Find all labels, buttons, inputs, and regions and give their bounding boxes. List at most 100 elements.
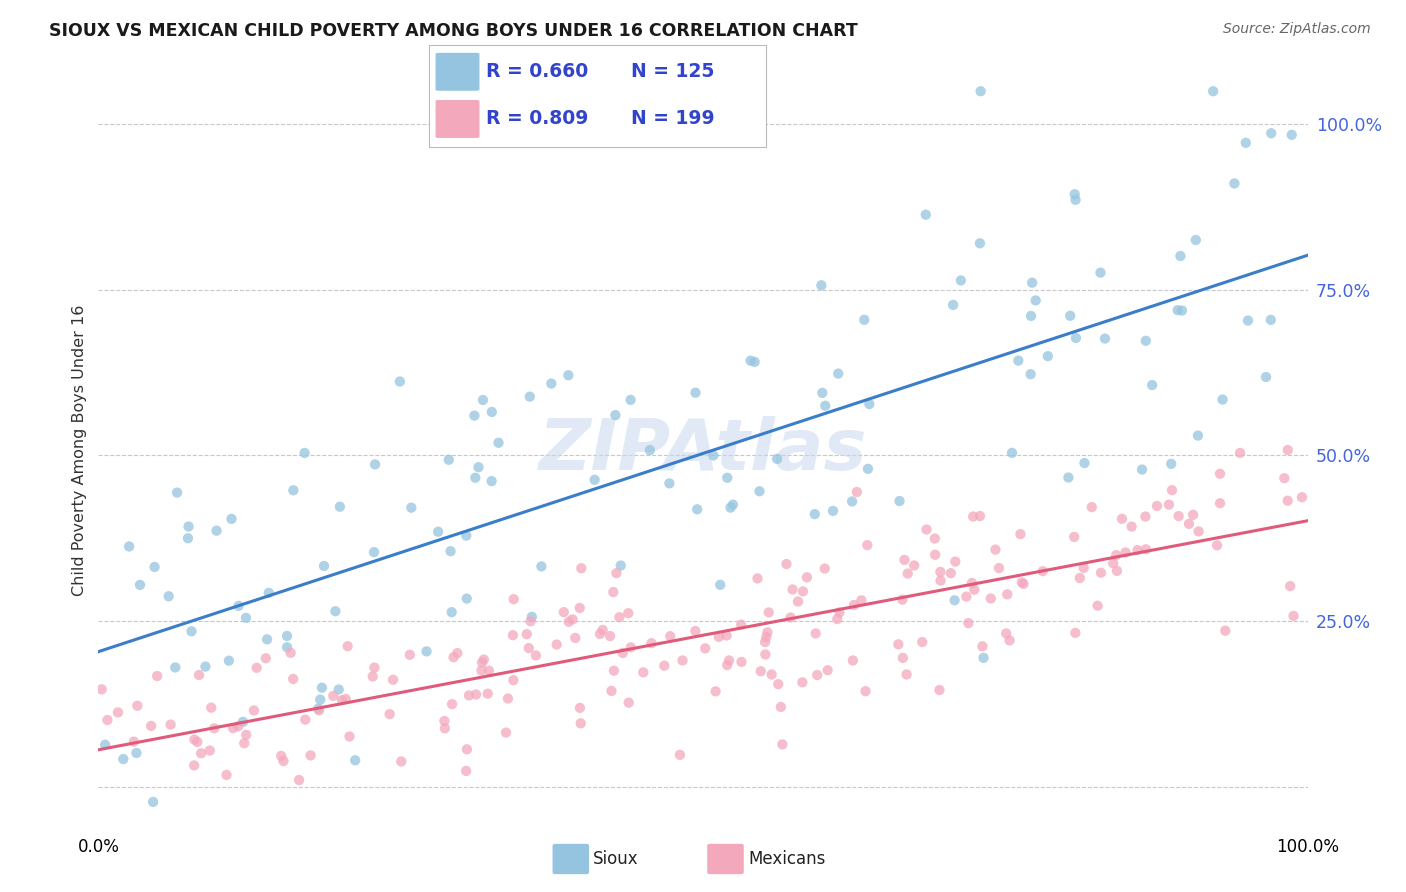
- Point: [1090, 566, 1112, 580]
- Point: [911, 635, 934, 649]
- Point: [307, 702, 329, 716]
- Point: [441, 697, 464, 711]
- Point: [1087, 599, 1109, 613]
- Point: [973, 650, 995, 665]
- Point: [747, 571, 769, 585]
- Point: [1011, 575, 1033, 590]
- Point: [546, 638, 568, 652]
- Point: [437, 452, 460, 467]
- Point: [969, 508, 991, 523]
- Point: [276, 629, 298, 643]
- Point: [125, 746, 148, 760]
- Point: [226, 719, 249, 733]
- Point: [139, 719, 162, 733]
- Point: [194, 659, 217, 673]
- Point: [294, 713, 316, 727]
- Point: [1025, 293, 1047, 308]
- Point: [845, 485, 868, 500]
- Point: [748, 484, 770, 499]
- Point: [949, 273, 972, 287]
- Point: [228, 599, 250, 613]
- Point: [232, 714, 254, 729]
- Point: [186, 735, 208, 749]
- Point: [792, 675, 814, 690]
- Point: [1260, 126, 1282, 140]
- Point: [165, 660, 187, 674]
- Point: [496, 691, 519, 706]
- Point: [446, 646, 468, 660]
- Point: [1019, 309, 1042, 323]
- Point: [1185, 233, 1208, 247]
- Point: [276, 640, 298, 655]
- Point: [464, 471, 486, 485]
- Point: [524, 648, 547, 663]
- Point: [299, 748, 322, 763]
- Point: [553, 605, 575, 619]
- Point: [1272, 471, 1295, 485]
- Point: [159, 717, 181, 731]
- Point: [896, 667, 918, 681]
- Point: [749, 665, 772, 679]
- Point: [988, 561, 1011, 575]
- Point: [1130, 462, 1153, 476]
- Point: [617, 696, 640, 710]
- Point: [143, 560, 166, 574]
- Point: [308, 704, 330, 718]
- Point: [744, 355, 766, 369]
- Point: [96, 713, 118, 727]
- Point: [589, 627, 612, 641]
- Point: [620, 392, 643, 407]
- Point: [1229, 446, 1251, 460]
- Point: [659, 629, 682, 643]
- Point: [754, 635, 776, 649]
- Point: [758, 606, 780, 620]
- Point: [740, 353, 762, 368]
- Point: [995, 587, 1018, 601]
- Point: [488, 435, 510, 450]
- Point: [761, 667, 783, 681]
- Point: [796, 570, 818, 584]
- Point: [530, 559, 553, 574]
- Point: [671, 653, 693, 667]
- Point: [924, 532, 946, 546]
- Point: [893, 553, 915, 567]
- Point: [180, 624, 202, 639]
- Point: [1213, 624, 1236, 638]
- Point: [1069, 571, 1091, 585]
- Point: [709, 578, 731, 592]
- Point: [568, 701, 591, 715]
- Point: [1032, 564, 1054, 578]
- Point: [1012, 577, 1035, 591]
- Point: [730, 617, 752, 632]
- Point: [243, 704, 266, 718]
- Point: [361, 669, 384, 683]
- Point: [456, 528, 478, 542]
- Point: [540, 376, 562, 391]
- Point: [273, 754, 295, 768]
- Point: [972, 640, 994, 654]
- Point: [1187, 428, 1209, 442]
- Point: [363, 660, 385, 674]
- Point: [177, 519, 200, 533]
- Point: [855, 684, 877, 698]
- Point: [389, 755, 412, 769]
- Point: [1140, 378, 1163, 392]
- Point: [433, 714, 456, 728]
- Point: [382, 673, 405, 687]
- Point: [914, 208, 936, 222]
- Point: [806, 668, 828, 682]
- Point: [1126, 543, 1149, 558]
- Point: [330, 693, 353, 707]
- Point: [183, 758, 205, 772]
- Point: [246, 661, 269, 675]
- Point: [858, 397, 880, 411]
- Point: [1187, 524, 1209, 539]
- Point: [309, 692, 332, 706]
- Point: [1170, 249, 1192, 263]
- Point: [456, 764, 478, 778]
- Point: [280, 646, 302, 660]
- Text: Source: ZipAtlas.com: Source: ZipAtlas.com: [1223, 22, 1371, 37]
- Point: [215, 768, 238, 782]
- Point: [477, 687, 499, 701]
- Text: SIOUX VS MEXICAN CHILD POVERTY AMONG BOYS UNDER 16 CORRELATION CHART: SIOUX VS MEXICAN CHILD POVERTY AMONG BOY…: [49, 22, 858, 40]
